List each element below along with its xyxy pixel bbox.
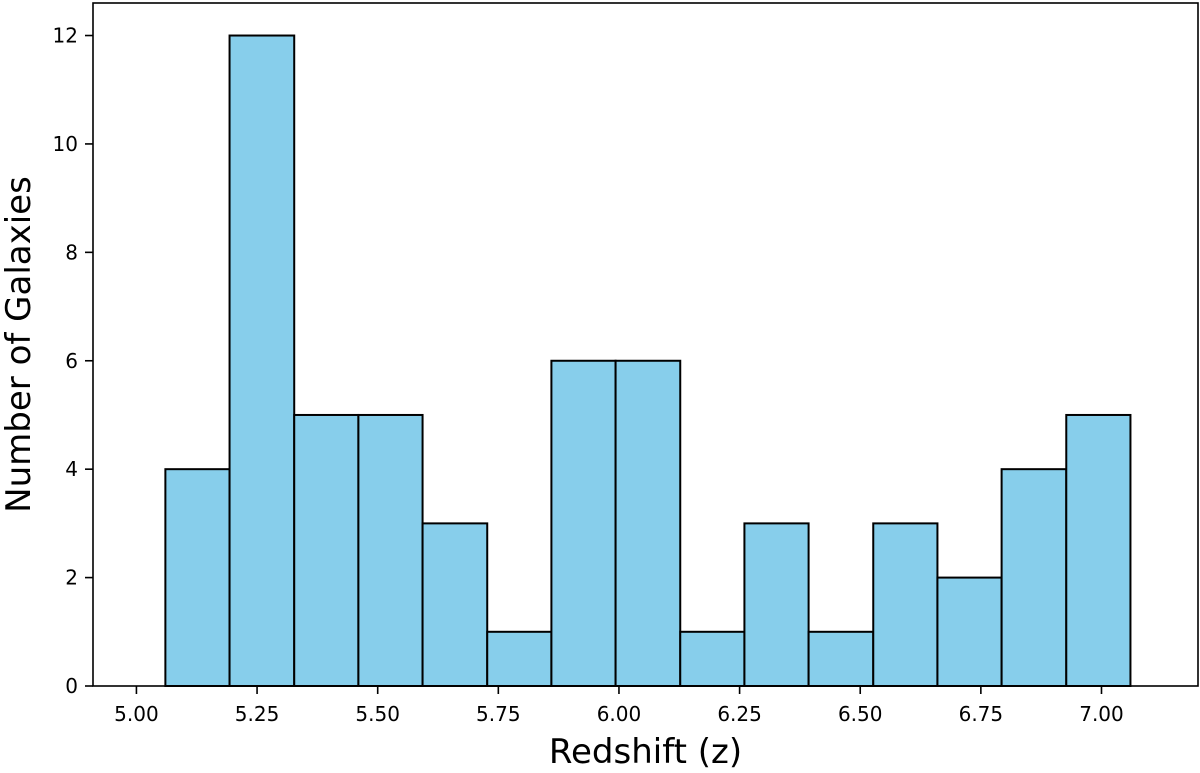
x-tick-label: 7.00 <box>1079 702 1124 726</box>
x-tick-label: 5.50 <box>355 702 400 726</box>
histogram-bar <box>679 630 746 687</box>
bars-layer <box>164 34 1132 688</box>
histogram-bar <box>421 522 489 688</box>
y-axis-title: Number of Galaxies <box>0 176 39 513</box>
y-tick-label: 8 <box>65 240 78 264</box>
x-axis-title: Redshift (z) <box>549 732 742 772</box>
histogram-bar <box>164 468 231 687</box>
y-tick-label: 6 <box>65 349 78 373</box>
x-axis-ticks: 5.00 5.25 5.50 5.75 6.00 6.25 6.50 6.75 7.00 <box>114 686 1124 726</box>
histogram-bar <box>1000 468 1068 687</box>
x-tick-label: 5.25 <box>235 702 280 726</box>
y-tick-label: 12 <box>53 24 78 48</box>
histogram-bar <box>743 522 810 688</box>
histogram-bar <box>1065 413 1132 687</box>
histogram-bar <box>807 630 875 687</box>
plot-frame <box>92 2 1199 687</box>
y-tick-label: 2 <box>65 566 78 590</box>
x-tick-label: 6.25 <box>717 702 762 726</box>
histogram-bar <box>293 413 360 687</box>
histogram-bar <box>228 34 296 688</box>
histogram-bar <box>872 522 939 688</box>
y-tick-label: 0 <box>65 674 78 698</box>
y-axis-ticks: 0 2 4 6 8 10 12 <box>53 24 93 698</box>
histogram-bar <box>550 359 617 687</box>
y-tick-label: 10 <box>53 132 78 156</box>
x-tick-label: 6.75 <box>959 702 1004 726</box>
x-tick-label: 6.50 <box>838 702 883 726</box>
y-tick-label: 4 <box>65 457 78 481</box>
x-tick-label: 6.00 <box>597 702 642 726</box>
histogram-bar <box>486 630 553 687</box>
histogram-bar <box>936 576 1003 687</box>
x-tick-label: 5.75 <box>476 702 521 726</box>
histogram-bar <box>614 359 682 687</box>
x-tick-label: 5.00 <box>114 702 159 726</box>
histogram-bar <box>357 413 424 687</box>
